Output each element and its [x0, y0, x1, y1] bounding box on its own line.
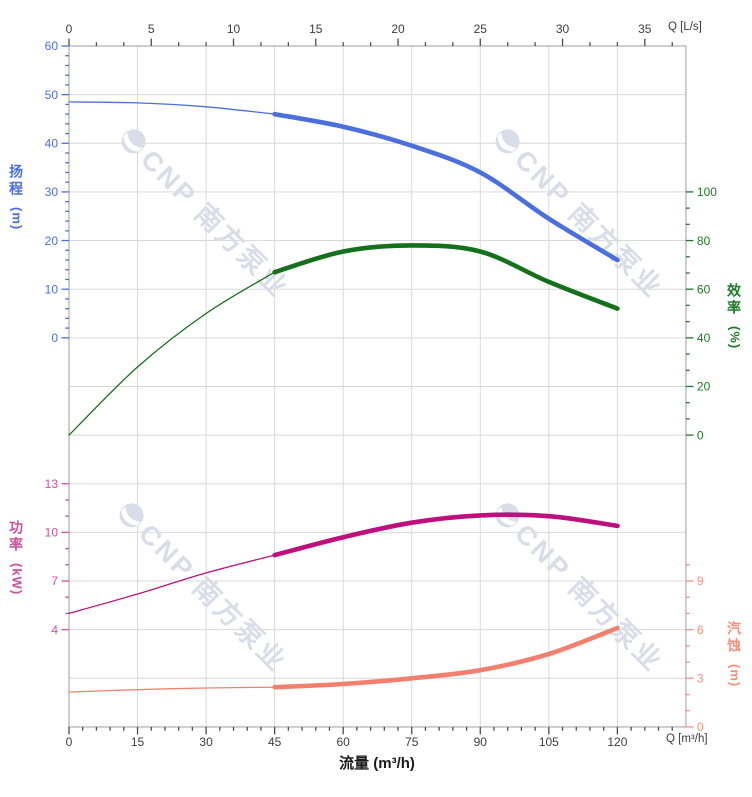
svg-text:13: 13: [45, 477, 59, 491]
head-axis-labels: 60 50 40 30 20 10 0: [45, 39, 59, 345]
flow_bottom-axis-labels: 0 15 30 45 60 75 90 105 120: [66, 735, 628, 749]
svg-text:10: 10: [45, 282, 59, 296]
svg-text:120: 120: [607, 735, 627, 749]
bottom-axis-unit-label: Q [m³/h]: [666, 733, 708, 745]
head-axis-title-text: 扬程: [8, 163, 25, 198]
svg-text:25: 25: [474, 22, 488, 36]
npsh-curve-thin: [68, 686, 276, 693]
head-curve-thin: [68, 101, 276, 115]
svg-text:30: 30: [199, 735, 213, 749]
efficiency-axis-unit: (%): [727, 325, 743, 350]
svg-text:10: 10: [227, 22, 241, 36]
svg-text:0: 0: [66, 22, 73, 36]
power-axis-title: 功率 (kW): [4, 500, 28, 615]
svg-text:75: 75: [405, 735, 419, 749]
power-axis-title-text: 功率: [8, 519, 25, 554]
npsh-axis-ticks: [685, 564, 694, 728]
power-axis-labels: 13 10 7 4: [45, 477, 59, 637]
npsh-axis-title-text: 汽蚀: [726, 620, 743, 655]
power-axis-ticks: [61, 483, 69, 631]
npsh-curve: [272, 625, 620, 690]
svg-text:20: 20: [45, 234, 59, 248]
svg-text:0: 0: [51, 331, 58, 345]
svg-text:20: 20: [697, 380, 711, 394]
svg-text:0: 0: [697, 428, 704, 442]
watermark-text: CNP 南方泵业: [509, 144, 670, 305]
svg-text:105: 105: [539, 735, 559, 749]
npsh-axis-unit: (m): [727, 663, 743, 688]
watermark: CNP 南方泵业: [121, 129, 296, 305]
head-axis-unit: (m): [9, 206, 25, 231]
svg-text:45: 45: [268, 735, 282, 749]
power-axis-unit: (kW): [9, 562, 25, 596]
svg-text:20: 20: [391, 22, 405, 36]
svg-text:5: 5: [148, 22, 155, 36]
flow_top-axis-ticks: [68, 38, 673, 46]
watermark-logo-swoosh: [497, 132, 517, 152]
svg-text:15: 15: [131, 735, 145, 749]
svg-text:6: 6: [697, 623, 704, 637]
power-curve: [272, 512, 620, 558]
svg-text:80: 80: [697, 234, 711, 248]
svg-text:35: 35: [638, 22, 652, 36]
svg-text:7: 7: [51, 574, 58, 588]
top-axis-unit-label: Q [L/s]: [668, 21, 702, 33]
watermark-text: CNP 南方泵业: [135, 144, 296, 305]
efficiency-axis-title-text: 效率: [726, 282, 743, 317]
grid-layer: [69, 46, 686, 727]
efficiency-axis-ticks: [685, 191, 694, 436]
svg-text:60: 60: [337, 735, 351, 749]
watermark-layer: CNP 南方泵业 CNP 南方泵业 CNP 南方泵业 CNP 南方泵业: [119, 129, 670, 679]
svg-text:3: 3: [697, 671, 704, 685]
svg-text:15: 15: [309, 22, 323, 36]
head-curve: [272, 111, 620, 263]
svg-text:4: 4: [51, 623, 58, 637]
watermark-logo-swoosh: [123, 132, 143, 152]
svg-text:60: 60: [697, 282, 711, 296]
svg-text:0: 0: [66, 735, 73, 749]
svg-text:9: 9: [697, 574, 704, 588]
curves-layer: [68, 101, 620, 693]
svg-text:10: 10: [45, 526, 59, 540]
watermark-logo-swoosh: [121, 506, 141, 526]
head-axis-title: 扬程 (m): [4, 142, 28, 252]
svg-text:30: 30: [45, 185, 59, 199]
npsh-axis-title: 汽蚀 (m): [722, 599, 746, 709]
watermark-text: CNP 南方泵业: [509, 518, 670, 679]
efficiency-curve-thin: [68, 271, 276, 436]
watermark: CNP 南方泵业: [495, 503, 670, 679]
watermark-logo-swoosh: [497, 506, 517, 526]
svg-text:0: 0: [697, 720, 704, 734]
watermark-text: CNP 南方泵业: [133, 518, 294, 679]
watermark: CNP 南方泵业: [495, 129, 670, 305]
efficiency-axis-labels: 100 80 60 40 20 0: [697, 185, 717, 442]
npsh-axis-labels: 9 6 3 0: [697, 574, 704, 734]
power-curve-thin: [68, 554, 276, 615]
flow_top-axis-labels: 0 5 10 15 20 25 30 35: [66, 22, 652, 36]
x-axis-title: 流量 (m³/h): [339, 755, 415, 772]
watermark: CNP 南方泵业: [119, 503, 294, 679]
head-axis-ticks: [61, 45, 69, 339]
flow_bottom-axis-ticks: [68, 726, 673, 735]
efficiency-axis-title: 效率 (%): [722, 261, 746, 371]
svg-text:90: 90: [474, 735, 488, 749]
svg-text:40: 40: [697, 331, 711, 345]
svg-text:100: 100: [697, 185, 717, 199]
efficiency-curve: [272, 243, 620, 311]
svg-text:60: 60: [45, 39, 59, 53]
svg-text:40: 40: [45, 136, 59, 150]
svg-text:50: 50: [45, 88, 59, 102]
svg-text:30: 30: [556, 22, 570, 36]
